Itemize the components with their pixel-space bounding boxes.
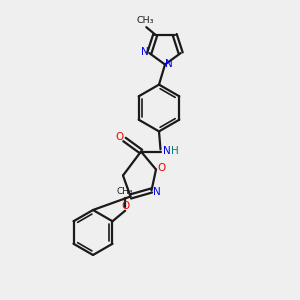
Text: O: O xyxy=(115,132,123,142)
Text: N: N xyxy=(163,146,171,157)
Text: CH₃: CH₃ xyxy=(137,16,154,25)
Text: N: N xyxy=(165,59,173,70)
Text: CH₃: CH₃ xyxy=(117,187,134,196)
Text: N: N xyxy=(141,47,148,58)
Text: O: O xyxy=(157,163,166,173)
Text: O: O xyxy=(122,201,130,211)
Text: N: N xyxy=(153,187,161,197)
Text: H: H xyxy=(171,146,179,157)
